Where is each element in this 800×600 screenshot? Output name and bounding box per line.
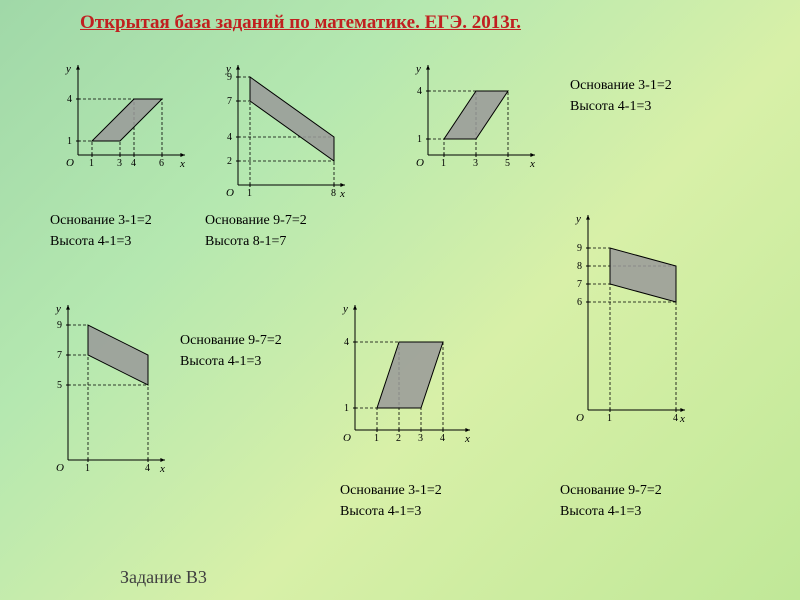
svg-text:y: y	[225, 63, 231, 75]
svg-text:y: y	[575, 213, 581, 225]
svg-text:6: 6	[577, 297, 582, 308]
svg-text:x: x	[679, 413, 685, 425]
svg-text:2: 2	[396, 433, 401, 444]
chart-2-caption: Основание 9-7=2Высота 8-1=7	[205, 210, 307, 252]
svg-text:O: O	[226, 187, 234, 199]
chart-2: 182479Oxy	[220, 60, 350, 200]
chart-1-caption: Основание 3-1=2Высота 4-1=3	[50, 210, 152, 252]
svg-text:x: x	[339, 188, 345, 200]
svg-text:3: 3	[117, 158, 122, 169]
svg-text:O: O	[66, 157, 74, 169]
svg-text:4: 4	[344, 337, 349, 348]
svg-text:4: 4	[227, 132, 232, 143]
svg-text:4: 4	[440, 433, 445, 444]
chart-5-caption: Основание 3-1=2Высота 4-1=3	[340, 480, 442, 522]
svg-text:5: 5	[57, 380, 62, 391]
svg-text:O: O	[576, 412, 584, 424]
svg-text:x: x	[159, 463, 165, 475]
svg-text:1: 1	[374, 433, 379, 444]
svg-text:x: x	[179, 158, 185, 170]
svg-text:1: 1	[607, 413, 612, 424]
svg-text:5: 5	[505, 158, 510, 169]
svg-text:7: 7	[227, 96, 232, 107]
svg-text:y: y	[65, 63, 71, 75]
chart-4: 1 4 5 7 9 Ox y	[50, 300, 170, 480]
svg-text:O: O	[56, 462, 64, 474]
svg-text:9: 9	[577, 243, 582, 254]
svg-text:4: 4	[67, 94, 72, 105]
svg-text:8: 8	[577, 261, 582, 272]
svg-text:1: 1	[247, 188, 252, 199]
chart-3: 1 3 5 1 4 Ox y	[410, 60, 540, 180]
svg-text:4: 4	[417, 86, 422, 97]
svg-text:1: 1	[85, 463, 90, 474]
svg-text:1: 1	[441, 158, 446, 169]
chart-3-caption: Основание 3-1=2Высота 4-1=3	[570, 75, 672, 117]
svg-text:2: 2	[227, 156, 232, 167]
chart-6: 1 4 6 7 8 9 Ox y	[570, 210, 690, 430]
svg-text:4: 4	[131, 158, 136, 169]
svg-text:1: 1	[417, 134, 422, 145]
svg-text:y: y	[415, 63, 421, 75]
svg-text:1: 1	[89, 158, 94, 169]
chart-4-caption: Основание 9-7=2Высота 4-1=3	[180, 330, 282, 372]
chart-1: 134614Oxy	[60, 60, 190, 180]
chart-5: 1 2 3 4 1 4 Ox y	[335, 300, 475, 450]
svg-text:7: 7	[577, 279, 582, 290]
svg-text:7: 7	[57, 350, 62, 361]
svg-text:y: y	[55, 303, 61, 315]
svg-text:1: 1	[344, 403, 349, 414]
chart-6-caption: Основание 9-7=2Высота 4-1=3	[560, 480, 662, 522]
svg-text:x: x	[529, 158, 535, 170]
svg-text:x: x	[464, 433, 470, 445]
svg-text:6: 6	[159, 158, 164, 169]
svg-text:8: 8	[331, 188, 336, 199]
svg-text:4: 4	[145, 463, 150, 474]
svg-text:O: O	[416, 157, 424, 169]
svg-text:4: 4	[673, 413, 678, 424]
svg-text:3: 3	[418, 433, 423, 444]
svg-text:9: 9	[57, 320, 62, 331]
task-label: Задание В3	[120, 567, 207, 588]
page-title: Открытая база заданий по математике. ЕГЭ…	[80, 12, 521, 34]
svg-text:y: y	[342, 303, 348, 315]
svg-text:1: 1	[67, 136, 72, 147]
svg-text:3: 3	[473, 158, 478, 169]
svg-text:O: O	[343, 432, 351, 444]
